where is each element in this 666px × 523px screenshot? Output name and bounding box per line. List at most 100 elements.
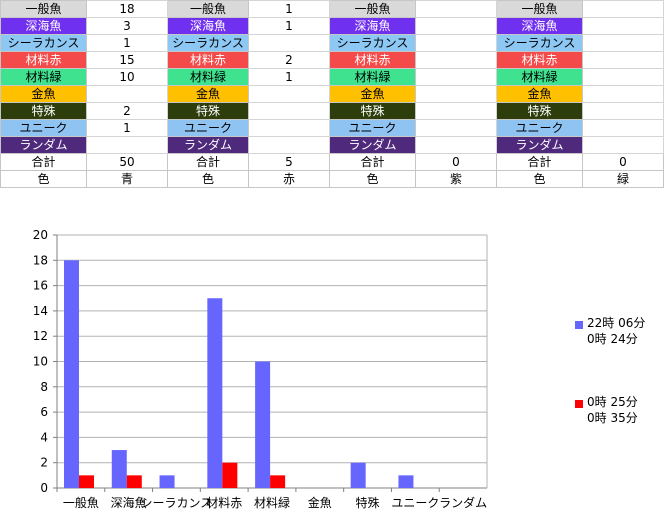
- category-label-cell[interactable]: 特殊: [496, 102, 583, 120]
- bar: [350, 462, 366, 488]
- color-label-cell[interactable]: 色: [0, 170, 87, 188]
- y-tick-label: 6: [40, 405, 48, 419]
- value-cell[interactable]: 1: [86, 34, 168, 52]
- category-label-cell[interactable]: シーラカンス: [496, 34, 583, 52]
- category-label-cell[interactable]: 金魚: [496, 85, 583, 103]
- value-cell[interactable]: 18: [86, 0, 168, 18]
- value-cell[interactable]: [582, 102, 664, 120]
- value-cell[interactable]: 10: [86, 68, 168, 86]
- category-label-cell[interactable]: ランダム: [0, 136, 87, 154]
- value-cell[interactable]: [582, 17, 664, 35]
- category-label-cell[interactable]: 一般魚: [0, 0, 87, 18]
- total-label-cell[interactable]: 合計: [329, 153, 416, 171]
- value-cell[interactable]: [415, 136, 497, 154]
- value-cell[interactable]: 1: [248, 68, 330, 86]
- value-cell[interactable]: 1: [248, 17, 330, 35]
- value-cell[interactable]: [415, 85, 497, 103]
- y-tick-label: 0: [40, 481, 48, 495]
- category-label-cell[interactable]: シーラカンス: [167, 34, 249, 52]
- value-cell[interactable]: [248, 34, 330, 52]
- value-cell[interactable]: [415, 119, 497, 137]
- chart-area: 0 2 4 6 8 10 12 14 16 18 20 一般魚 深海魚 シーラカンス 材料赤 材料緑 金魚 特殊ユ…: [0, 196, 666, 519]
- legend-swatch: [575, 321, 583, 329]
- color-label-cell[interactable]: 色: [167, 170, 249, 188]
- color-value-cell[interactable]: 赤: [248, 170, 330, 188]
- value-cell[interactable]: 1: [86, 119, 168, 137]
- category-label-cell[interactable]: 特殊: [0, 102, 87, 120]
- value-cell[interactable]: [582, 119, 664, 137]
- total-label-cell[interactable]: 合計: [496, 153, 583, 171]
- category-label-cell[interactable]: シーラカンス: [0, 34, 87, 52]
- category-label-cell[interactable]: 深海魚: [329, 17, 416, 35]
- total-value-cell[interactable]: 50: [86, 153, 168, 171]
- value-cell[interactable]: 3: [86, 17, 168, 35]
- value-cell[interactable]: 2: [86, 102, 168, 120]
- category-label-cell[interactable]: ランダム: [496, 136, 583, 154]
- total-value-cell[interactable]: 0: [415, 153, 497, 171]
- category-label-cell[interactable]: 一般魚: [167, 0, 249, 18]
- value-cell[interactable]: [582, 0, 664, 18]
- value-cell[interactable]: [86, 85, 168, 103]
- category-label-cell[interactable]: 金魚: [167, 85, 249, 103]
- category-label-cell[interactable]: 深海魚: [167, 17, 249, 35]
- legend-label: 22時 06分: [587, 316, 646, 330]
- value-cell[interactable]: [415, 68, 497, 86]
- table-row: 特殊 2 特殊 特殊 特殊: [0, 102, 664, 120]
- category-label-cell[interactable]: ユニーク: [496, 119, 583, 137]
- category-label-cell[interactable]: 金魚: [0, 85, 87, 103]
- color-value-cell[interactable]: 緑: [582, 170, 664, 188]
- legend-label: 0時 25分: [587, 395, 638, 409]
- value-cell[interactable]: [582, 85, 664, 103]
- y-tick-label: 16: [33, 279, 48, 293]
- y-tick-label: 10: [33, 355, 48, 369]
- category-label-cell[interactable]: 深海魚: [496, 17, 583, 35]
- category-label-cell[interactable]: ユニーク: [329, 119, 416, 137]
- category-label-cell[interactable]: 一般魚: [329, 0, 416, 18]
- total-value-cell[interactable]: 0: [582, 153, 664, 171]
- value-cell[interactable]: [582, 51, 664, 69]
- category-label-cell[interactable]: 材料緑: [496, 68, 583, 86]
- category-label-cell[interactable]: 一般魚: [496, 0, 583, 18]
- category-label-cell[interactable]: 金魚: [329, 85, 416, 103]
- color-label-cell[interactable]: 色: [496, 170, 583, 188]
- value-cell[interactable]: [248, 102, 330, 120]
- value-cell[interactable]: [415, 17, 497, 35]
- category-label-cell[interactable]: 深海魚: [0, 17, 87, 35]
- color-label-cell[interactable]: 色: [329, 170, 416, 188]
- value-cell[interactable]: [415, 51, 497, 69]
- value-cell[interactable]: [415, 0, 497, 18]
- category-label-cell[interactable]: 材料緑: [329, 68, 416, 86]
- category-label-cell[interactable]: ランダム: [329, 136, 416, 154]
- category-label-cell[interactable]: 材料緑: [167, 68, 249, 86]
- category-label-cell[interactable]: ユニーク: [167, 119, 249, 137]
- total-value-cell[interactable]: 5: [248, 153, 330, 171]
- category-label-cell[interactable]: 材料赤: [0, 51, 87, 69]
- value-cell[interactable]: 1: [248, 0, 330, 18]
- y-tick-label: 4: [40, 430, 48, 444]
- category-label-cell[interactable]: 特殊: [167, 102, 249, 120]
- total-label-cell[interactable]: 合計: [0, 153, 87, 171]
- value-cell[interactable]: [248, 85, 330, 103]
- category-label-cell[interactable]: ユニーク: [0, 119, 87, 137]
- value-cell[interactable]: [248, 136, 330, 154]
- category-label-cell[interactable]: 材料赤: [167, 51, 249, 69]
- total-label-cell[interactable]: 合計: [167, 153, 249, 171]
- category-label-cell[interactable]: 材料赤: [496, 51, 583, 69]
- value-cell[interactable]: [582, 68, 664, 86]
- category-label-cell[interactable]: 材料赤: [329, 51, 416, 69]
- category-label-cell[interactable]: ランダム: [167, 136, 249, 154]
- value-cell[interactable]: [86, 136, 168, 154]
- value-cell[interactable]: [415, 102, 497, 120]
- color-value-cell[interactable]: 紫: [415, 170, 497, 188]
- category-label-cell[interactable]: 材料緑: [0, 68, 87, 86]
- category-label-cell[interactable]: 特殊: [329, 102, 416, 120]
- legend-label: 0時 24分: [587, 332, 638, 346]
- color-value-cell[interactable]: 青: [86, 170, 168, 188]
- value-cell[interactable]: 15: [86, 51, 168, 69]
- category-label-cell[interactable]: シーラカンス: [329, 34, 416, 52]
- value-cell[interactable]: [582, 136, 664, 154]
- value-cell[interactable]: 2: [248, 51, 330, 69]
- value-cell[interactable]: [248, 119, 330, 137]
- value-cell[interactable]: [415, 34, 497, 52]
- value-cell[interactable]: [582, 34, 664, 52]
